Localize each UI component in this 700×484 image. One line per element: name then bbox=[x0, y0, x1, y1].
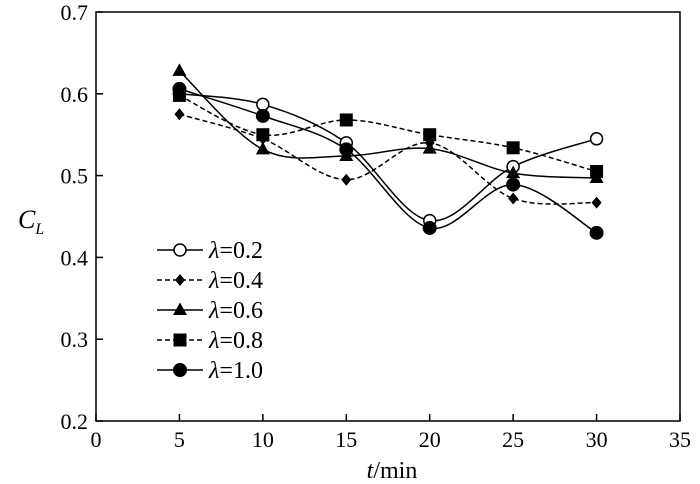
data-point bbox=[255, 108, 270, 123]
legend-item: λ=0.6 bbox=[157, 298, 263, 324]
y-axis: 0.2 0.3 0.4 0.5 0.6 0.7 bbox=[61, 0, 103, 434]
data-point bbox=[506, 177, 521, 192]
x-tick-label: 15 bbox=[335, 427, 357, 452]
legend-label-value: =0.8 bbox=[219, 328, 263, 354]
x-tick-label: 25 bbox=[502, 427, 524, 452]
x-tick-label: 35 bbox=[669, 427, 691, 452]
legend-label: λ=0.4 bbox=[208, 268, 263, 294]
legend-item: λ=0.4 bbox=[157, 268, 263, 294]
y-tick-label: 0.5 bbox=[61, 164, 89, 189]
data-point bbox=[508, 192, 519, 205]
series-3 bbox=[172, 63, 604, 184]
x-axis-title-variable: t bbox=[367, 458, 375, 484]
data-point bbox=[589, 225, 604, 240]
y-tick-label: 0.7 bbox=[61, 0, 89, 25]
series-layer bbox=[172, 63, 604, 240]
legend-label-value: =0.2 bbox=[219, 238, 263, 264]
legend-label-value: =0.6 bbox=[219, 298, 263, 324]
data-point bbox=[339, 113, 353, 127]
legend-marker bbox=[175, 274, 185, 286]
y-tick-label: 0.3 bbox=[61, 327, 89, 352]
data-point bbox=[256, 97, 270, 112]
data-point bbox=[590, 165, 604, 179]
data-point bbox=[591, 196, 602, 209]
x-tick-label: 10 bbox=[252, 427, 274, 452]
data-point bbox=[422, 141, 437, 154]
legend-label-symbol: λ bbox=[208, 328, 219, 354]
y-axis-title-subscript: L bbox=[34, 221, 44, 238]
legend-label-symbol: λ bbox=[208, 238, 219, 264]
y-tick-label: 0.2 bbox=[61, 409, 89, 434]
data-point bbox=[256, 128, 270, 142]
data-point bbox=[423, 128, 437, 142]
legend-label: λ=0.8 bbox=[208, 328, 263, 354]
plot-frame bbox=[95, 11, 681, 422]
plot-border bbox=[95, 11, 681, 422]
legend-label-symbol: λ bbox=[208, 268, 219, 294]
series-1 bbox=[172, 87, 604, 228]
data-point bbox=[341, 173, 352, 186]
x-axis-title-unit: /min bbox=[373, 458, 417, 484]
data-point bbox=[339, 142, 354, 157]
data-point bbox=[172, 63, 187, 76]
legend-label-symbol: λ bbox=[208, 298, 219, 324]
legend-marker bbox=[173, 333, 187, 347]
series-4 bbox=[172, 88, 604, 179]
data-point bbox=[422, 220, 437, 235]
x-tick-label: 30 bbox=[586, 427, 608, 452]
data-point bbox=[255, 141, 270, 155]
x-tick-label: 0 bbox=[91, 427, 102, 452]
data-point bbox=[589, 132, 604, 146]
legend-label-symbol: λ bbox=[208, 358, 219, 384]
legend-item: λ=0.8 bbox=[157, 328, 263, 354]
legend: λ=0.2λ=0.4λ=0.6λ=0.8λ=1.0 bbox=[157, 238, 263, 384]
y-tick-label: 0.4 bbox=[61, 245, 89, 270]
data-point bbox=[174, 108, 185, 121]
series-line bbox=[179, 93, 597, 222]
series-line bbox=[178, 70, 597, 179]
legend-label: λ=0.2 bbox=[208, 238, 263, 264]
data-point bbox=[506, 165, 521, 179]
x-axis-title: t/min bbox=[367, 458, 418, 484]
legend-marker bbox=[173, 243, 187, 257]
data-point bbox=[506, 141, 520, 155]
series-line bbox=[179, 94, 597, 173]
x-tick-label: 5 bbox=[174, 427, 185, 452]
legend-marker bbox=[173, 363, 187, 377]
x-tick-label: 20 bbox=[419, 427, 441, 452]
x-axis: 0 5 10 15 20 25 30 35 bbox=[91, 414, 691, 452]
series-5 bbox=[172, 81, 604, 240]
legend-label-value: =0.4 bbox=[219, 268, 263, 294]
y-axis-title-main: C bbox=[18, 205, 36, 234]
y-tick-label: 0.6 bbox=[61, 82, 89, 107]
data-point bbox=[172, 81, 187, 96]
legend-label: λ=1.0 bbox=[208, 358, 263, 384]
legend-label-value: =1.0 bbox=[219, 358, 263, 384]
legend-label: λ=0.6 bbox=[208, 298, 263, 324]
legend-item: λ=1.0 bbox=[157, 358, 263, 384]
legend-marker bbox=[173, 302, 187, 315]
y-axis-title: CL bbox=[18, 205, 44, 238]
legend-item: λ=0.2 bbox=[157, 238, 263, 264]
